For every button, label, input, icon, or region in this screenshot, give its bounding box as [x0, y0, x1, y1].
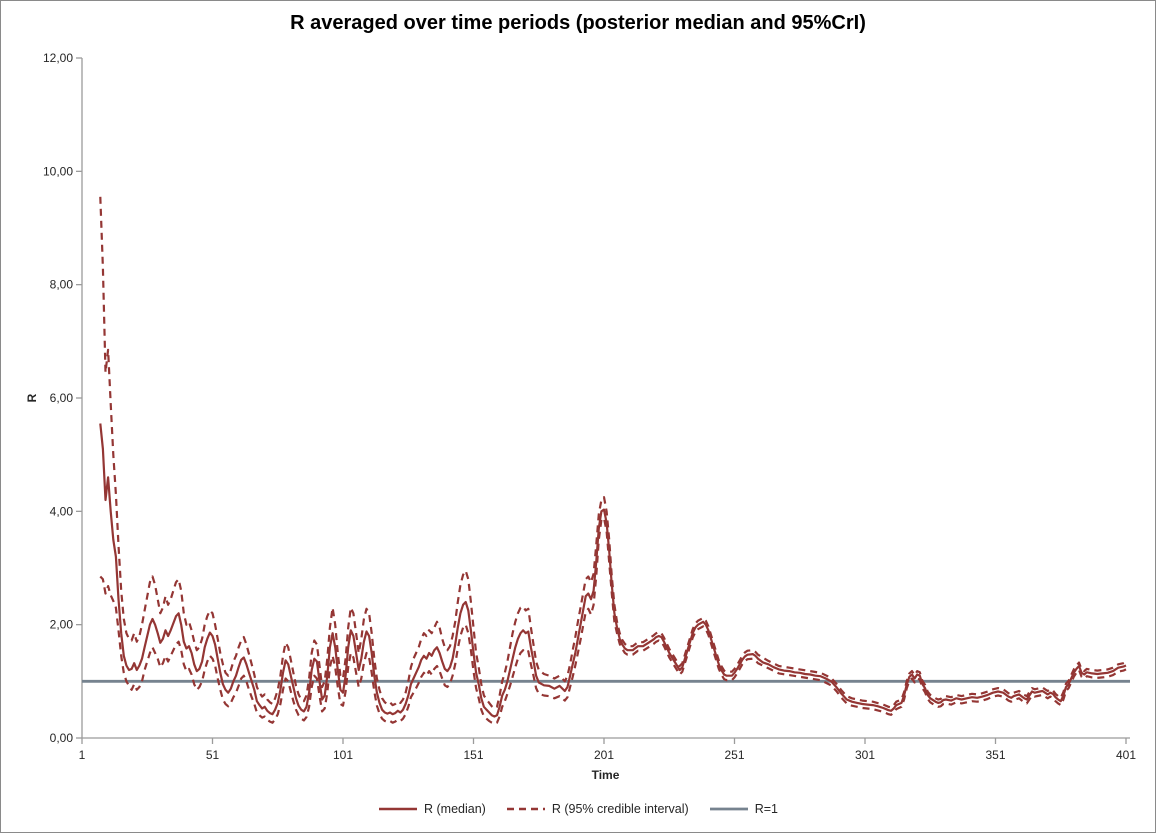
y-tick-label: 8,00	[50, 278, 74, 292]
legend-item-median: R (median)	[378, 802, 486, 816]
series-ci-line	[99, 517, 1127, 725]
series-median-line	[99, 423, 1127, 718]
y-tick-label: 0,00	[50, 731, 74, 745]
legend-item-r-equals-1: R=1	[709, 802, 778, 816]
x-axis-title: Time	[591, 768, 620, 782]
y-tick-label: 10,00	[43, 164, 73, 178]
y-axis-title: R	[25, 393, 39, 403]
x-tick-label: 301	[855, 748, 875, 762]
y-tick-label: 6,00	[50, 391, 74, 405]
x-tick-label: 51	[206, 748, 220, 762]
x-tick-label: 251	[724, 748, 744, 762]
x-tick-label: 101	[333, 748, 353, 762]
y-tick-label: 4,00	[50, 504, 74, 518]
x-tick-label: 351	[985, 748, 1005, 762]
legend-label-r-equals-1: R=1	[754, 802, 778, 816]
x-tick-label: 201	[594, 748, 614, 762]
dashed-line-swatch-icon	[506, 807, 545, 811]
x-tick-label: 151	[463, 748, 483, 762]
reference-line-swatch-icon	[709, 807, 748, 811]
legend-label-credible-interval: R (95% credible interval)	[551, 802, 689, 816]
series-ci-line	[99, 196, 1127, 710]
y-tick-label: 2,00	[50, 618, 74, 632]
x-tick-label: 1	[79, 748, 86, 762]
legend-item-credible-interval: R (95% credible interval)	[506, 802, 689, 816]
legend: R (median) R (95% credible interval) R=1	[1, 802, 1155, 816]
median-line-swatch-icon	[379, 807, 418, 811]
legend-label-median: R (median)	[424, 802, 486, 816]
x-tick-label: 401	[1116, 748, 1136, 762]
y-tick-label: 12,00	[43, 51, 73, 65]
chart-title: R averaged over time periods (posterior …	[290, 12, 866, 34]
